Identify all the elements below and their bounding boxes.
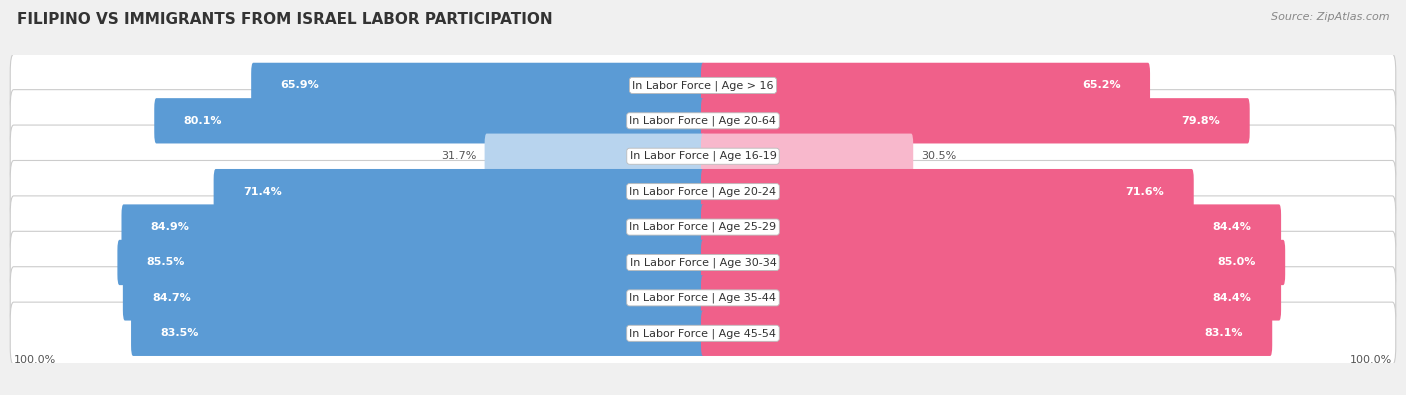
Text: 83.1%: 83.1% xyxy=(1205,328,1243,338)
Text: 30.5%: 30.5% xyxy=(921,151,956,161)
Text: FILIPINO VS IMMIGRANTS FROM ISRAEL LABOR PARTICIPATION: FILIPINO VS IMMIGRANTS FROM ISRAEL LABOR… xyxy=(17,12,553,27)
Text: 79.8%: 79.8% xyxy=(1181,116,1220,126)
Text: 71.4%: 71.4% xyxy=(243,187,281,197)
FancyBboxPatch shape xyxy=(122,275,704,321)
FancyBboxPatch shape xyxy=(117,240,704,285)
Text: 80.1%: 80.1% xyxy=(184,116,222,126)
Text: In Labor Force | Age 16-19: In Labor Force | Age 16-19 xyxy=(630,151,776,162)
Text: 65.9%: 65.9% xyxy=(281,81,319,90)
Text: 85.5%: 85.5% xyxy=(146,258,186,267)
FancyBboxPatch shape xyxy=(702,240,1285,285)
Text: 71.6%: 71.6% xyxy=(1126,187,1164,197)
FancyBboxPatch shape xyxy=(10,231,1396,293)
FancyBboxPatch shape xyxy=(702,63,1150,108)
Text: 65.2%: 65.2% xyxy=(1083,81,1121,90)
Text: 84.4%: 84.4% xyxy=(1213,222,1251,232)
FancyBboxPatch shape xyxy=(10,125,1396,187)
Text: 100.0%: 100.0% xyxy=(14,355,56,365)
FancyBboxPatch shape xyxy=(252,63,704,108)
FancyBboxPatch shape xyxy=(121,204,704,250)
FancyBboxPatch shape xyxy=(155,98,704,143)
Text: 84.7%: 84.7% xyxy=(152,293,191,303)
Text: 31.7%: 31.7% xyxy=(441,151,477,161)
FancyBboxPatch shape xyxy=(702,204,1281,250)
FancyBboxPatch shape xyxy=(10,196,1396,258)
Text: 84.4%: 84.4% xyxy=(1213,293,1251,303)
FancyBboxPatch shape xyxy=(702,98,1250,143)
FancyBboxPatch shape xyxy=(702,169,1194,214)
FancyBboxPatch shape xyxy=(702,275,1281,321)
FancyBboxPatch shape xyxy=(10,54,1396,117)
FancyBboxPatch shape xyxy=(131,310,704,356)
FancyBboxPatch shape xyxy=(10,90,1396,152)
Text: 83.5%: 83.5% xyxy=(160,328,198,338)
Text: In Labor Force | Age 30-34: In Labor Force | Age 30-34 xyxy=(630,257,776,268)
Text: In Labor Force | Age 25-29: In Labor Force | Age 25-29 xyxy=(630,222,776,232)
FancyBboxPatch shape xyxy=(702,134,914,179)
Text: 85.0%: 85.0% xyxy=(1218,258,1256,267)
Text: In Labor Force | Age 35-44: In Labor Force | Age 35-44 xyxy=(630,293,776,303)
Text: In Labor Force | Age 20-64: In Labor Force | Age 20-64 xyxy=(630,116,776,126)
FancyBboxPatch shape xyxy=(10,267,1396,329)
Text: Source: ZipAtlas.com: Source: ZipAtlas.com xyxy=(1271,12,1389,22)
FancyBboxPatch shape xyxy=(702,310,1272,356)
FancyBboxPatch shape xyxy=(10,302,1396,365)
FancyBboxPatch shape xyxy=(214,169,704,214)
FancyBboxPatch shape xyxy=(485,134,704,179)
Text: 84.9%: 84.9% xyxy=(150,222,190,232)
Text: In Labor Force | Age 45-54: In Labor Force | Age 45-54 xyxy=(630,328,776,339)
Text: 100.0%: 100.0% xyxy=(1350,355,1392,365)
FancyBboxPatch shape xyxy=(10,160,1396,223)
Text: In Labor Force | Age > 16: In Labor Force | Age > 16 xyxy=(633,80,773,90)
Text: In Labor Force | Age 20-24: In Labor Force | Age 20-24 xyxy=(630,186,776,197)
